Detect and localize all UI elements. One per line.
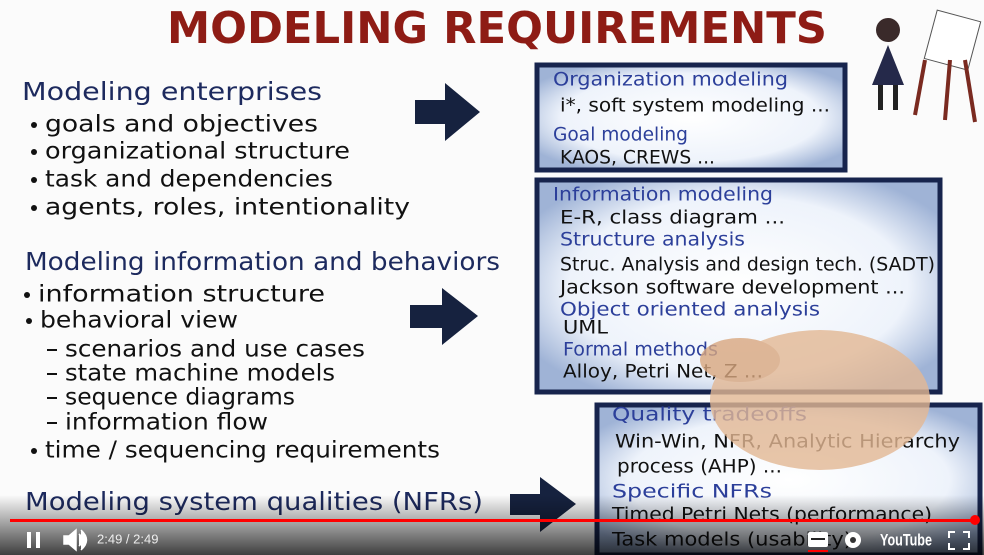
bullet-item: information flow	[65, 410, 268, 436]
box-heading: Formal methods	[563, 339, 718, 361]
pause-button[interactable]	[27, 532, 40, 548]
bullet-item: state machine models	[65, 361, 335, 387]
box-line: i*, soft system modeling ...	[560, 95, 830, 117]
fullscreen-button[interactable]	[948, 531, 970, 550]
pause-bar	[27, 532, 31, 548]
leg	[878, 85, 883, 110]
bullet	[31, 448, 37, 454]
bullet-item: task and dependencies	[45, 167, 333, 193]
bullet-item: goals and objectives	[45, 112, 318, 138]
progress-bar[interactable]	[10, 519, 975, 522]
captions-line	[811, 538, 825, 540]
hand-shape	[700, 338, 780, 382]
box-heading: Structure analysis	[560, 229, 745, 251]
head	[876, 18, 900, 42]
note-box	[534, 62, 848, 173]
bullet-item: organizational structure	[45, 139, 350, 165]
box-line: Jackson software development ...	[559, 277, 905, 299]
section-heading: Modeling information and behaviors	[25, 247, 500, 276]
bullet-item: scenarios and use cases	[65, 337, 365, 363]
settings-button[interactable]	[845, 532, 861, 548]
time-display: 2:49 / 2:49	[97, 531, 158, 546]
arrow	[415, 83, 480, 141]
pause-bar	[36, 532, 40, 548]
bullet	[31, 177, 37, 183]
bullet-item: information structure	[38, 282, 325, 308]
scrubber[interactable]	[970, 515, 980, 525]
hand	[700, 330, 930, 470]
box-heading: Goal modeling	[553, 124, 688, 146]
bullet	[24, 292, 30, 298]
box-line: Struc. Analysis and design tech. (SADT)	[560, 254, 935, 276]
bullet	[31, 205, 37, 211]
bullet-item: agents, roles, intentionality	[45, 195, 410, 221]
character-drawing	[872, 9, 982, 123]
bullet-item: behavioral view	[40, 308, 238, 334]
box-line: process (AHP) ...	[617, 456, 782, 478]
box-heading: Organization modeling	[553, 69, 788, 91]
box-heading: Object oriented analysis	[560, 299, 820, 321]
leg	[893, 85, 898, 110]
arrow	[410, 288, 478, 345]
section-heading: Modeling enterprises	[22, 77, 322, 106]
box-line: E-R, class diagram ...	[560, 207, 785, 229]
title: MODELING REQUIREMENTS	[167, 3, 827, 54]
easel	[913, 59, 977, 123]
captions-button[interactable]	[808, 532, 828, 552]
box-line: KAOS, CREWS ...	[560, 147, 715, 169]
gear-hole	[850, 537, 856, 543]
box-heading: Information modeling	[553, 184, 773, 206]
box-line: UML	[563, 317, 608, 339]
dress	[872, 45, 904, 85]
bullet	[26, 318, 32, 324]
youtube-logo[interactable]: YouTube	[880, 530, 932, 549]
bullet	[31, 149, 37, 155]
bullet-item: time / sequencing requirements	[45, 438, 440, 464]
volume-button[interactable]	[63, 528, 88, 552]
bullet-item: sequence diagrams	[65, 385, 295, 411]
canvas	[923, 9, 982, 71]
captions-active	[808, 550, 828, 552]
bullet	[31, 122, 37, 128]
